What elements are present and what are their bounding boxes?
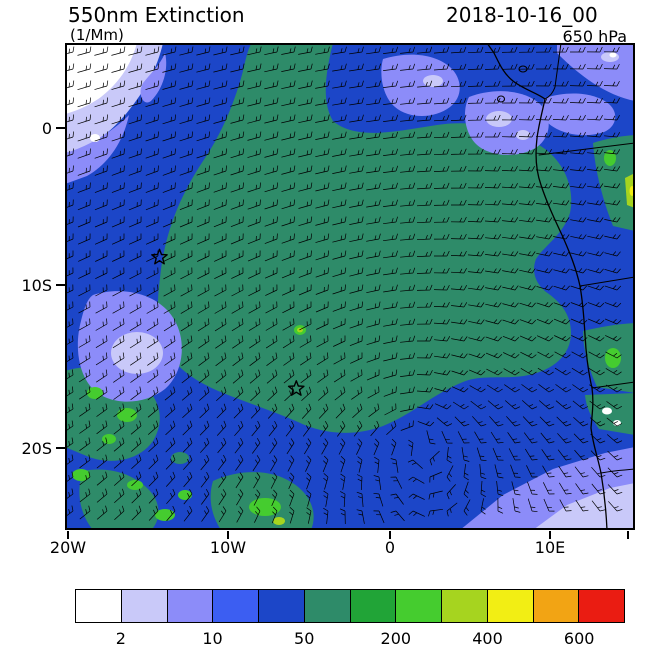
nw-white-region [65,43,137,114]
nw-periwinkle-streak [140,53,167,103]
y-axis-tick [56,447,65,449]
colorbar-box-4 [258,589,305,623]
colorbar-box-1 [120,589,168,623]
bright-green-speck [155,509,175,521]
map-frame [65,43,635,530]
star-marker [287,380,305,396]
x-axis-label-10w: 10W [209,538,247,557]
colorbar-box-8 [441,589,488,623]
x-axis-tick [627,531,629,539]
yellow-green-speck [273,517,285,525]
coast-hotspot [605,348,621,368]
bright-green-speck [117,408,137,422]
colorbar-box-3 [212,589,259,623]
x-axis-label-20w: 20W [49,538,87,557]
map-panel [65,43,635,530]
pale-speck [601,52,619,62]
coastal-plume-north [593,135,635,231]
x-axis-label-0: 0 [384,538,396,557]
x-axis-tick [389,531,391,539]
y-axis-label-0: 0 [41,119,52,138]
pale-speck [486,111,512,127]
y-axis-label-20s: 20S [21,439,52,458]
plot-pressure-level: 650 hPa [562,27,628,46]
pale-speck [516,130,530,140]
white-speck [602,407,612,415]
plot-title: 550nm Extinction [68,3,245,27]
pale-speck [423,75,443,87]
star-markers [151,248,305,396]
y-axis-tick [56,127,65,129]
colorbar-box-5 [303,589,351,623]
country-border [591,381,635,389]
colorbar-tick-label: 50 [294,629,315,648]
west-pale-core [111,332,163,374]
plot-units-label: (1/Mm) [70,26,124,44]
white-speck [609,52,617,58]
north-periwinkle-1 [381,54,460,116]
plot-datetime: 2018-10-16_00 [446,3,598,27]
star-marker [151,248,168,265]
island-outline [496,95,506,103]
coastline-africa [486,43,608,530]
nw-periwinkle-fringe [65,115,129,184]
y-axis-label-10s: 10S [21,276,52,295]
colorbar-box-11 [578,589,625,623]
green-speck [193,348,207,358]
colorbar-box-6 [349,589,397,623]
se-pale-corner [533,483,635,530]
green-speck [171,452,189,464]
colorbar-tick-label: 200 [380,629,412,648]
colorbar-tick-label: 400 [472,629,503,648]
colorbar-tick-label: 10 [202,629,223,648]
colorbar [75,589,625,623]
x-axis-label-10e: 10E [534,538,566,557]
y-axis-tick [56,284,65,286]
colorbar-tick-label: 600 [563,629,595,648]
bright-green-speck [127,480,143,490]
country-border [600,468,635,474]
smoke-plume-region [157,43,572,433]
colorbar-labels: 2 10 50 200 400 600 [75,629,625,649]
bright-green-speck [87,387,103,399]
coastal-plume-south [585,393,635,435]
x-axis-tick [549,531,551,539]
country-border [538,142,635,156]
country-border [544,43,562,100]
colorbar-tick-label: 2 [115,629,126,648]
island-outline [518,65,528,73]
country-border [579,276,635,287]
coast-hotspot [604,150,616,166]
colorbar-box-0 [75,589,122,623]
colorbar-box-2 [166,589,214,623]
ne-periwinkle-blob [542,93,616,136]
bright-green-speck [102,434,116,444]
bright-green-speck [178,490,192,500]
colorbar-box-7 [395,589,442,623]
bright-green-speck [72,469,90,481]
x-axis-tick [227,531,229,539]
colorbar-box-10 [532,589,580,623]
colorbar-box-9 [486,589,534,623]
x-axis-tick [67,531,69,539]
